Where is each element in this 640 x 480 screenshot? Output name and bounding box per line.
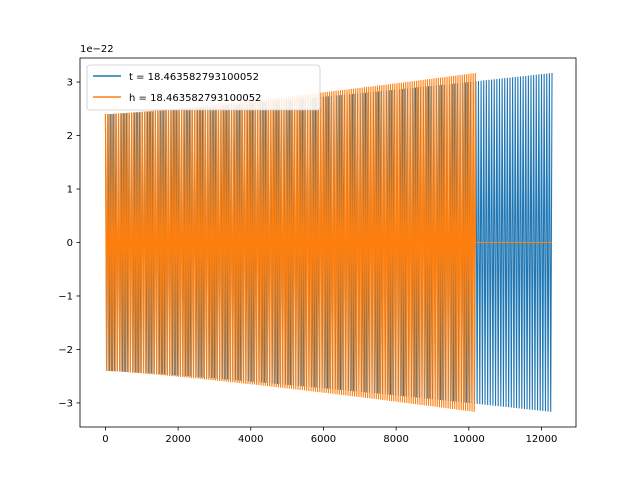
y-tick-label: −1 <box>58 291 73 302</box>
legend-label-t: t = 18.463582793100052 <box>129 72 259 83</box>
y-tick-label: 0 <box>67 238 73 249</box>
legend-box <box>86 64 321 111</box>
x-axis: 0 2000 4000 6000 8000 10000 12000 <box>102 427 557 445</box>
x-tick-label: 2000 <box>165 434 190 445</box>
x-tick-label: 4000 <box>238 434 263 445</box>
plot-series <box>104 72 553 412</box>
x-tick-label: 6000 <box>311 434 336 445</box>
legend-label-h: h = 18.463582793100052 <box>129 93 261 104</box>
y-tick-label: −2 <box>58 345 73 356</box>
y-tick-label: 3 <box>67 78 73 89</box>
x-tick-label: 0 <box>102 434 108 445</box>
y-tick-label: 1 <box>67 185 73 196</box>
y-offset-label: 1e−22 <box>80 44 114 55</box>
y-tick-label: −3 <box>58 398 73 409</box>
x-tick-label: 8000 <box>383 434 408 445</box>
x-tick-label: 10000 <box>453 434 485 445</box>
series-line-h <box>104 72 553 412</box>
x-tick-label: 12000 <box>526 434 558 445</box>
y-axis: −3 −2 −1 0 1 2 3 <box>58 78 80 409</box>
y-tick-label: 2 <box>67 131 73 142</box>
legend: t = 18.463582793100052 h = 18.4635827931… <box>86 64 321 111</box>
